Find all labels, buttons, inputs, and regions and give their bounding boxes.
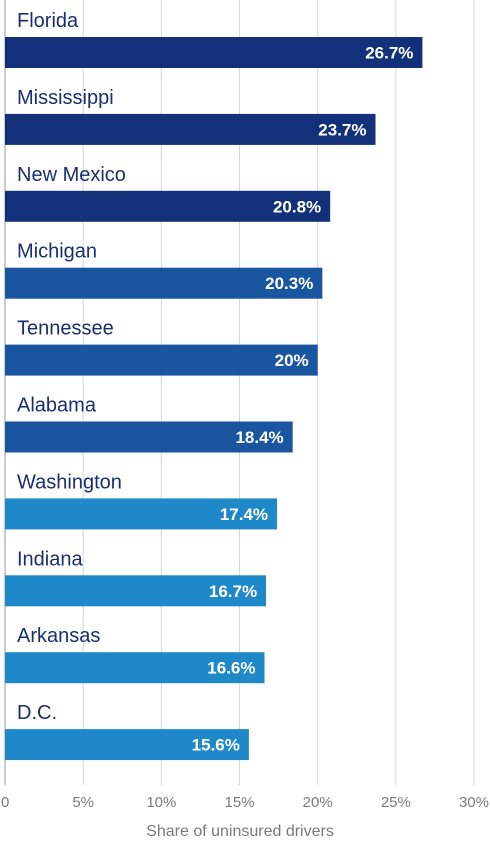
category-label: Mississippi (17, 87, 114, 109)
x-tick-label: 5% (72, 794, 94, 811)
bar (5, 652, 265, 684)
bar (5, 113, 376, 145)
x-tick-label: 20% (303, 794, 333, 811)
data-label: 20.8% (273, 197, 321, 216)
data-label: 20% (275, 351, 309, 370)
bar (5, 190, 331, 222)
data-label: 23.7% (318, 120, 366, 139)
bar (5, 344, 318, 376)
category-label: Washington (17, 471, 122, 493)
bar (5, 267, 323, 299)
x-axis-ticks: 0 5% 10% 15% 20% 25% 30% (1, 794, 489, 811)
category-label: New Mexico (17, 164, 126, 186)
x-axis-title: Share of uninsured drivers (146, 823, 334, 840)
data-label: 20.3% (265, 274, 313, 293)
x-tick-label: 15% (224, 794, 254, 811)
bar (5, 37, 423, 68)
category-label: Arkansas (17, 625, 100, 647)
category-label: Michigan (17, 241, 97, 263)
x-tick-label: 0 (1, 794, 9, 811)
bar (5, 421, 293, 453)
category-label: Florida (17, 10, 79, 32)
bars-layer: Florida 26.7% Mississippi 23.7% New Mexico 20… (5, 10, 423, 761)
bar (5, 729, 249, 761)
data-label: 16.6% (207, 659, 255, 678)
x-tick-label: 25% (381, 794, 411, 811)
data-label: 16.7% (209, 582, 257, 601)
x-tick-label: 30% (459, 794, 489, 811)
category-label: Alabama (17, 395, 97, 417)
data-label: 15.6% (192, 736, 240, 755)
data-label: 17.4% (220, 505, 268, 524)
category-label: D.C. (17, 702, 57, 724)
category-label: Tennessee (17, 318, 114, 340)
bar (5, 498, 278, 530)
data-label: 18.4% (235, 428, 283, 447)
bar (5, 575, 267, 607)
x-tick-label: 10% (146, 794, 176, 811)
category-label: Indiana (17, 548, 83, 570)
data-label: 26.7% (365, 44, 413, 63)
